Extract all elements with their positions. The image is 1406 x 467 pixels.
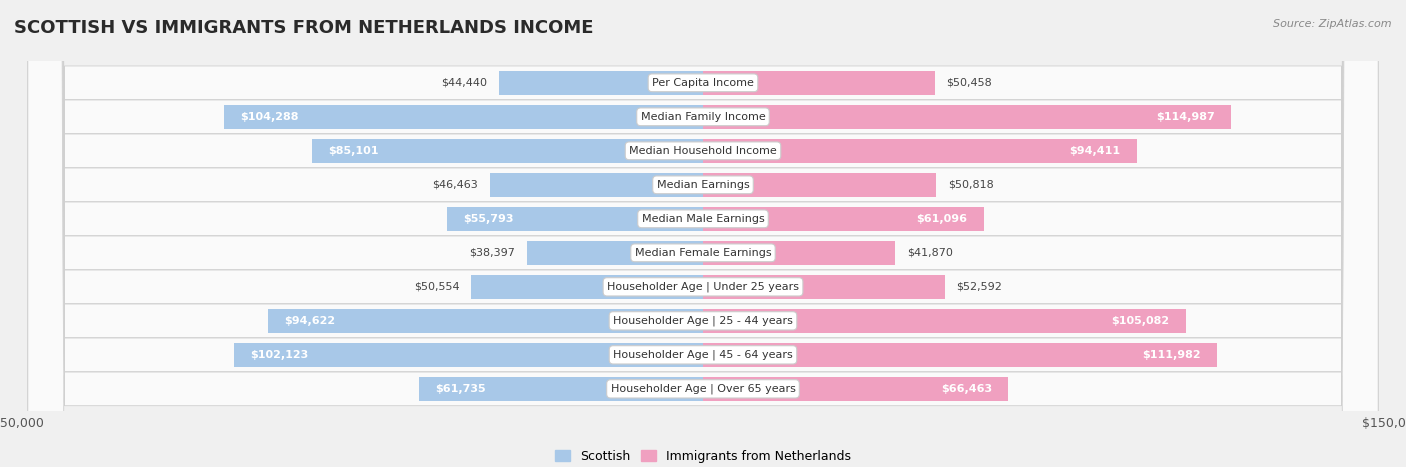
Text: SCOTTISH VS IMMIGRANTS FROM NETHERLANDS INCOME: SCOTTISH VS IMMIGRANTS FROM NETHERLANDS … xyxy=(14,19,593,37)
Text: $114,987: $114,987 xyxy=(1156,112,1215,122)
Bar xyxy=(489,173,703,197)
Text: $94,411: $94,411 xyxy=(1070,146,1121,156)
Text: Median Female Earnings: Median Female Earnings xyxy=(634,248,772,258)
FancyBboxPatch shape xyxy=(28,0,1378,467)
Text: Median Earnings: Median Earnings xyxy=(657,180,749,190)
Text: Median Male Earnings: Median Male Earnings xyxy=(641,214,765,224)
Text: $52,592: $52,592 xyxy=(956,282,1002,292)
Bar xyxy=(703,309,1185,333)
Text: $44,440: $44,440 xyxy=(441,78,488,88)
Bar xyxy=(703,173,936,197)
Text: $102,123: $102,123 xyxy=(250,350,308,360)
FancyBboxPatch shape xyxy=(28,0,1378,467)
Text: $55,793: $55,793 xyxy=(463,214,513,224)
Text: $46,463: $46,463 xyxy=(433,180,478,190)
Bar xyxy=(224,105,703,129)
Text: $38,397: $38,397 xyxy=(470,248,515,258)
Text: $94,622: $94,622 xyxy=(284,316,336,326)
Text: $50,818: $50,818 xyxy=(948,180,994,190)
Text: Householder Age | Under 25 years: Householder Age | Under 25 years xyxy=(607,282,799,292)
Text: Householder Age | 45 - 64 years: Householder Age | 45 - 64 years xyxy=(613,350,793,360)
Text: Householder Age | 25 - 44 years: Householder Age | 25 - 44 years xyxy=(613,316,793,326)
Text: Source: ZipAtlas.com: Source: ZipAtlas.com xyxy=(1274,19,1392,28)
Text: $111,982: $111,982 xyxy=(1143,350,1201,360)
Bar xyxy=(499,71,703,95)
FancyBboxPatch shape xyxy=(28,0,1378,467)
Bar xyxy=(703,343,1218,367)
Bar xyxy=(703,206,984,231)
Text: $61,096: $61,096 xyxy=(917,214,967,224)
Bar xyxy=(703,105,1232,129)
Bar xyxy=(703,275,945,299)
Text: $104,288: $104,288 xyxy=(240,112,298,122)
Text: Householder Age | Over 65 years: Householder Age | Over 65 years xyxy=(610,383,796,394)
Text: $41,870: $41,870 xyxy=(907,248,953,258)
Bar xyxy=(312,139,703,163)
Bar xyxy=(447,206,703,231)
Bar xyxy=(703,139,1136,163)
Bar xyxy=(419,376,703,401)
FancyBboxPatch shape xyxy=(28,0,1378,467)
FancyBboxPatch shape xyxy=(28,0,1378,467)
FancyBboxPatch shape xyxy=(28,0,1378,467)
Text: $66,463: $66,463 xyxy=(941,384,993,394)
Bar xyxy=(703,376,1008,401)
FancyBboxPatch shape xyxy=(28,0,1378,467)
FancyBboxPatch shape xyxy=(28,0,1378,467)
Text: $105,082: $105,082 xyxy=(1111,316,1170,326)
Bar xyxy=(233,343,703,367)
FancyBboxPatch shape xyxy=(28,0,1378,467)
Text: $85,101: $85,101 xyxy=(328,146,378,156)
Bar xyxy=(703,71,935,95)
Text: Per Capita Income: Per Capita Income xyxy=(652,78,754,88)
Text: Median Household Income: Median Household Income xyxy=(628,146,778,156)
Bar xyxy=(471,275,703,299)
Legend: Scottish, Immigrants from Netherlands: Scottish, Immigrants from Netherlands xyxy=(550,445,856,467)
Bar xyxy=(269,309,703,333)
Text: Median Family Income: Median Family Income xyxy=(641,112,765,122)
Text: $50,458: $50,458 xyxy=(946,78,993,88)
Text: $50,554: $50,554 xyxy=(413,282,460,292)
Bar xyxy=(703,241,896,265)
Bar xyxy=(527,241,703,265)
Text: $61,735: $61,735 xyxy=(436,384,486,394)
FancyBboxPatch shape xyxy=(28,0,1378,467)
